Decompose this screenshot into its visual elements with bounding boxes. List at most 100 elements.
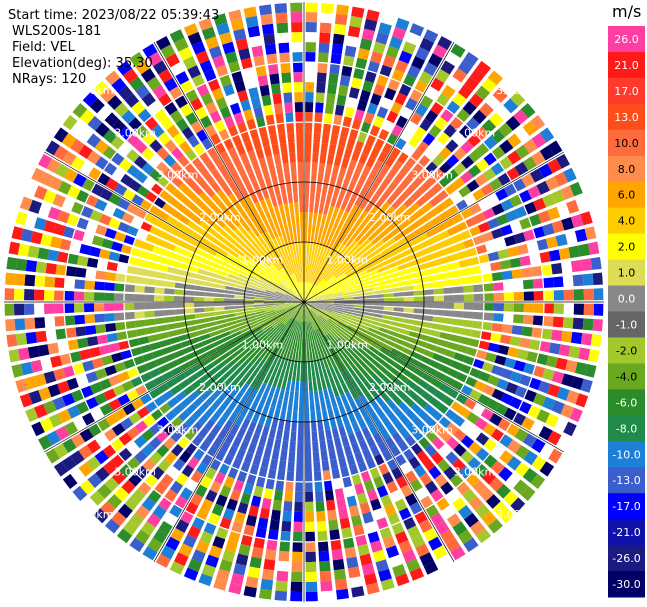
velocity-gate (331, 251, 339, 262)
velocity-gate (313, 297, 324, 301)
velocity-gate (154, 237, 167, 248)
velocity-gate (217, 323, 228, 330)
velocity-gate (304, 302, 312, 310)
velocity-gate (547, 206, 561, 221)
velocity-gate (386, 193, 398, 205)
velocity-gate (277, 346, 284, 357)
velocity-gate (184, 296, 195, 302)
velocity-gate (249, 388, 259, 400)
velocity-gate (125, 320, 136, 330)
velocity-gate (324, 323, 333, 332)
velocity-gate (377, 351, 388, 361)
velocity-gate (105, 271, 117, 281)
velocity-gate (266, 287, 276, 293)
velocity-gate (24, 376, 38, 390)
velocity-gate (452, 318, 464, 327)
velocity-gate (308, 272, 312, 283)
velocity-gate (472, 188, 486, 201)
velocity-gate (210, 411, 222, 423)
velocity-gate (291, 330, 297, 341)
velocity-gate (241, 174, 251, 186)
velocity-gate (296, 302, 304, 309)
velocity-gate (346, 252, 356, 262)
velocity-gate (289, 309, 298, 317)
velocity-gate (291, 42, 303, 53)
velocity-gate (184, 176, 197, 189)
velocity-gate (230, 362, 240, 373)
velocity-gate (321, 310, 332, 316)
velocity-gate (442, 395, 455, 407)
velocity-gate (297, 311, 302, 322)
velocity-gate (176, 239, 188, 249)
velocity-gate (130, 347, 142, 357)
velocity-gate (289, 232, 295, 244)
velocity-gate (271, 277, 281, 285)
velocity-gate (455, 392, 468, 405)
velocity-gate (30, 231, 43, 245)
velocity-gate (296, 341, 300, 352)
velocity-gate (326, 499, 336, 511)
velocity-gate (318, 315, 327, 324)
velocity-gate (193, 196, 205, 208)
velocity-gate (134, 285, 145, 293)
velocity-gate (282, 316, 291, 325)
velocity-gate (531, 265, 543, 277)
velocity-gate (164, 316, 176, 324)
velocity-gate (287, 264, 294, 275)
velocity-gate (504, 357, 517, 369)
velocity-gate (466, 347, 478, 357)
velocity-gate (200, 115, 213, 129)
velocity-gate (19, 393, 33, 408)
velocity-gate (257, 281, 268, 288)
velocity-gate (408, 390, 420, 402)
velocity-gate (297, 262, 301, 273)
velocity-gate (333, 568, 347, 581)
velocity-gate (218, 365, 230, 376)
range-label: 2.00km (369, 381, 411, 394)
velocity-gate (137, 259, 150, 268)
velocity-gate (342, 55, 355, 67)
velocity-gate (295, 311, 301, 321)
velocity-gate (516, 243, 529, 255)
velocity-gate (463, 302, 474, 310)
velocity-gate (347, 324, 358, 332)
velocity-gate (204, 419, 216, 431)
velocity-gate (316, 510, 326, 522)
velocity-gate (336, 447, 345, 459)
velocity-gate (377, 243, 388, 253)
velocity-gate (281, 193, 288, 205)
velocity-gate (157, 416, 170, 429)
velocity-gate (475, 158, 490, 172)
velocity-gate (491, 323, 503, 333)
velocity-gate (147, 334, 159, 343)
velocity-gate (244, 386, 254, 397)
velocity-gate (378, 327, 390, 334)
velocity-gate (313, 302, 324, 304)
velocity-gate (236, 280, 247, 287)
velocity-gate (173, 349, 185, 359)
velocity-gate (386, 168, 398, 181)
velocity-gate (384, 436, 396, 449)
velocity-gate (76, 189, 90, 204)
velocity-gate (315, 491, 324, 502)
velocity-gate (373, 209, 384, 220)
velocity-gate (254, 297, 265, 300)
colorbar-tick-label: 2.0 (618, 241, 636, 254)
velocity-gate (223, 453, 234, 466)
velocity-gate (543, 303, 554, 314)
velocity-gate (592, 318, 604, 332)
velocity-gate (332, 266, 341, 276)
velocity-gate (334, 488, 345, 500)
velocity-gate (511, 325, 523, 336)
velocity-gate (192, 342, 204, 351)
velocity-gate (264, 416, 273, 428)
velocity-gate (86, 133, 101, 148)
velocity-gate (410, 271, 422, 279)
velocity-gate (170, 430, 183, 443)
velocity-gate (523, 450, 538, 466)
velocity-gate (304, 302, 306, 312)
velocity-gate (321, 379, 327, 390)
velocity-gate (492, 501, 508, 517)
velocity-gate (423, 289, 434, 295)
velocity-gate (357, 221, 367, 232)
